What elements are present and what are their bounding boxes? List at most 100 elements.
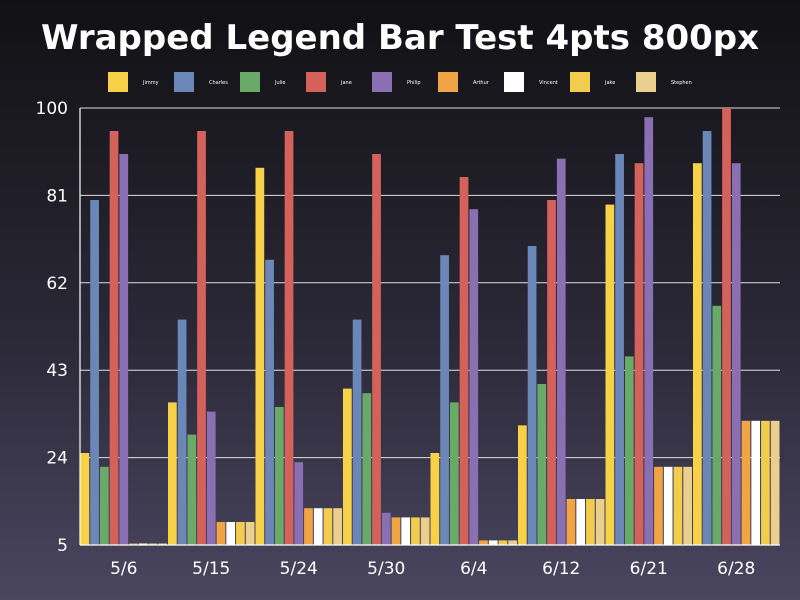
bar-vincent-0 [138,543,148,545]
legend-item-vincent: Vincent [504,72,558,92]
bar-jimmy-5 [518,425,527,545]
bar-jake-5 [586,499,595,545]
bar-jimmy-4 [430,453,440,545]
legend-label: Arthur [473,80,490,86]
bar-arthur-2 [304,508,313,545]
axes: 5 24 43 62 81 100 5/6 5/15 5/24 5/30 6/4 6/12 6/21 6/… [36,99,780,579]
bar-arthur-4 [479,540,488,545]
bar-jane-2 [284,131,294,545]
bar-philip-2 [294,462,304,545]
bar-charles-0 [90,200,99,545]
legend: Jimmy Charles Julie Jane Philip Arthur Vincent… [108,72,692,92]
legend-swatch [636,72,656,92]
x-tick-label: 6/28 [717,559,755,579]
bar-julie-7 [712,305,722,545]
legend-swatch [372,72,392,92]
bar-charles-1 [177,319,187,545]
bars [80,108,780,546]
bar-jake-0 [148,543,158,545]
legend-item-philip: Philip [372,72,421,92]
bar-julie-0 [99,466,109,545]
legend-label: Julie [274,80,286,86]
bar-vincent-4 [488,540,498,545]
bar-jimmy-1 [168,402,177,545]
bar-jimmy-6 [605,204,615,545]
bar-philip-7 [731,163,741,545]
x-tick-label: 5/15 [192,559,230,579]
y-tick-label: 24 [46,449,68,469]
bar-jake-4 [498,540,508,545]
bar-philip-4 [469,209,479,545]
bar-philip-6 [644,117,654,545]
legend-label: Vincent [539,80,558,86]
bar-vincent-3 [401,517,411,545]
x-tick-label: 6/12 [542,559,580,579]
legend-swatch [570,72,590,92]
legend-item-jimmy: Jimmy [108,72,159,92]
bar-charles-7 [702,131,712,545]
bar-arthur-3 [391,517,401,545]
bar-stephen-1 [245,522,255,545]
bar-jane-0 [109,131,119,545]
legend-swatch [438,72,458,92]
x-tick-label: 5/24 [280,559,318,579]
legend-label: Jimmy [142,80,159,86]
bar-jane-4 [459,177,469,545]
bar-vincent-2 [313,508,323,545]
y-tick-label: 81 [46,186,68,206]
bar-julie-1 [187,434,197,545]
x-tick-label: 5/6 [110,559,137,579]
bar-jimmy-3 [343,388,352,545]
bar-jane-1 [197,131,206,545]
bar-vincent-6 [663,466,673,545]
x-tick-label: 6/4 [460,559,487,579]
x-tick-label: 5/30 [367,559,405,579]
legend-item-charles: Charles [174,72,228,92]
bar-jake-7 [761,420,770,545]
bar-jimmy-7 [693,163,702,545]
bar-arthur-5 [566,499,576,545]
bar-stephen-7 [770,420,780,545]
bar-jane-3 [372,154,381,545]
y-tick-label: 100 [36,99,68,119]
legend-label: Jake [604,80,615,86]
legend-label: Philip [407,80,421,86]
bar-julie-6 [624,356,634,545]
legend-item-arthur: Arthur [438,72,490,92]
bar-charles-4 [440,255,449,545]
bar-stephen-5 [595,499,605,545]
bar-jimmy-0 [80,453,90,545]
bar-stephen-4 [508,540,517,545]
bar-charles-5 [527,246,537,545]
bar-arthur-7 [741,420,751,545]
bar-arthur-1 [216,522,226,545]
bar-arthur-0 [129,543,138,545]
bar-arthur-6 [654,466,663,545]
bar-vincent-5 [576,499,586,545]
bar-philip-0 [119,154,129,545]
bar-philip-5 [556,158,566,545]
legend-item-jake: Jake [570,72,615,92]
legend-label: Charles [209,80,228,86]
bar-stephen-6 [683,466,692,545]
y-tick-label: 62 [46,274,68,294]
bar-stephen-3 [420,517,430,545]
y-tick-label: 5 [57,536,68,556]
legend-item-stephen: Stephen [636,72,692,92]
bar-philip-3 [381,512,391,545]
bar-julie-4 [449,402,459,545]
bar-jane-5 [547,200,556,545]
bar-jake-2 [323,508,333,545]
bar-charles-3 [352,319,362,545]
bar-jake-3 [411,517,420,545]
bar-jake-1 [236,522,245,545]
bar-julie-3 [362,393,372,545]
legend-swatch [504,72,524,92]
x-tick-label: 6/21 [630,559,668,579]
legend-label: Jane [340,80,352,86]
legend-label: Stephen [671,80,692,86]
legend-swatch [108,72,128,92]
bar-jane-6 [634,163,644,545]
bar-vincent-1 [226,522,236,545]
